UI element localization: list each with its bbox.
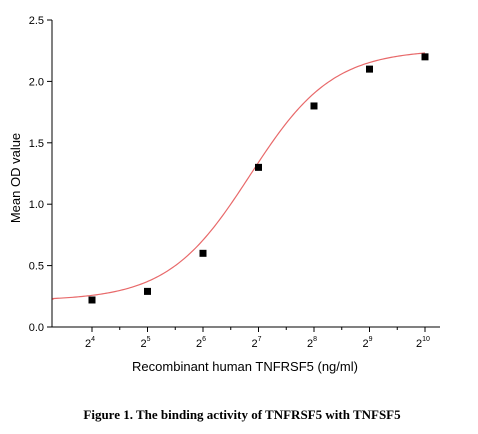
data-point — [421, 53, 429, 61]
x-tick-base: 2 — [140, 338, 146, 350]
x-axis-title: Recombinant human TNFRSF5 (ng/ml) — [132, 359, 358, 374]
x-tick-label: 26 — [196, 336, 206, 350]
x-tick-exponent: 7 — [258, 336, 262, 343]
y-tick-label: 2.0 — [29, 76, 44, 88]
x-tick-base: 2 — [307, 338, 313, 350]
x-tick-exponent: 5 — [147, 336, 151, 343]
x-tick-label: 25 — [140, 336, 150, 350]
x-tick-exponent: 8 — [313, 336, 317, 343]
x-tick-base: 2 — [251, 338, 257, 350]
y-tick-label: 1.0 — [29, 199, 44, 211]
y-tick-label: 1.5 — [29, 138, 44, 150]
data-point — [88, 296, 96, 304]
x-tick-base: 2 — [196, 338, 202, 350]
y-axis-title: Mean OD value — [8, 133, 23, 223]
axes — [47, 19, 440, 332]
x-tick-label: 24 — [85, 336, 95, 350]
x-tick-exponent: 9 — [369, 336, 373, 343]
x-tick-exponent: 10 — [422, 336, 430, 343]
data-points — [88, 53, 429, 304]
x-tick-base: 2 — [85, 338, 91, 350]
x-tick-label: 210 — [416, 336, 430, 350]
y-tick-label: 2.5 — [29, 15, 44, 27]
x-tick-exponent: 4 — [91, 336, 95, 343]
figure-caption: Figure 1. The binding activity of TNFRSF… — [83, 407, 401, 422]
y-tick-label: 0.5 — [29, 261, 44, 273]
y-tick-label: 0.0 — [29, 322, 44, 334]
x-tick-label: 27 — [251, 336, 261, 350]
x-tick-base: 2 — [416, 338, 422, 350]
data-point — [366, 65, 373, 73]
x-tick-exponent: 6 — [202, 336, 206, 343]
data-point — [310, 102, 318, 110]
data-point — [199, 249, 207, 257]
x-tick-label: 28 — [307, 336, 317, 350]
data-point — [255, 163, 262, 171]
x-tick-base: 2 — [362, 338, 368, 350]
data-point — [144, 287, 151, 295]
x-tick-label: 29 — [362, 336, 372, 350]
axis-labels: 0.00.51.01.52.02.524 25 26 27 28 29 210 — [29, 15, 430, 350]
fit-curve-layer — [52, 52, 426, 300]
fit-curve — [52, 52, 426, 300]
